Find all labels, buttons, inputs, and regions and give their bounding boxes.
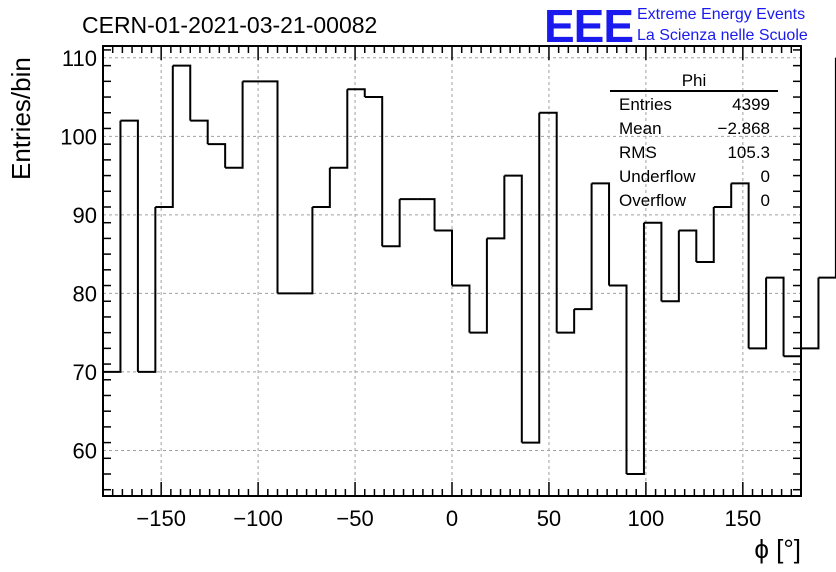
- x-tick-label: −100: [233, 506, 283, 531]
- stats-row-label: RMS: [619, 143, 657, 162]
- y-tick-label: 110: [62, 46, 97, 71]
- histogram-bin: [678, 229, 698, 262]
- stats-box: Phi Entries 4399 Mean −2.868 RMS 105.3 Underflo…: [610, 71, 778, 210]
- histogram-bin: [225, 81, 244, 169]
- x-axis-title: ϕ [°]: [754, 534, 801, 564]
- y-tick-label: 80: [73, 281, 97, 306]
- x-tick-label: −50: [336, 506, 373, 531]
- stats-box-name: Phi: [682, 71, 707, 90]
- stats-row-label: Overflow: [619, 191, 687, 210]
- histogram-bin: [155, 65, 174, 208]
- histogram-bin: [434, 229, 453, 286]
- x-tick-label: 50: [537, 506, 561, 531]
- logo-mark: EEE: [544, 0, 633, 52]
- histogram-bin: [661, 230, 680, 303]
- stats-row-value: 105.3: [727, 143, 770, 162]
- histogram-bin: [172, 64, 192, 121]
- histogram-bin: [364, 96, 384, 247]
- histogram-bin: [801, 277, 820, 350]
- y-axis-ticks: 60 70 80 90 100 110: [60, 46, 801, 491]
- histogram-bin: [137, 206, 157, 373]
- grid-lines: [103, 46, 801, 496]
- stats-row-value: 0: [761, 167, 770, 186]
- stats-row-label: Underflow: [619, 167, 696, 186]
- histogram-bin: [731, 182, 750, 349]
- histogram-bin: [591, 182, 611, 286]
- histogram-bin: [783, 348, 802, 358]
- histogram-bin: [504, 174, 523, 443]
- histogram-bin: [452, 284, 471, 333]
- histogram-bin: [486, 175, 506, 240]
- histogram-bin: [713, 183, 733, 208]
- y-tick-label: 90: [73, 203, 97, 228]
- histogram-bin: [190, 119, 209, 145]
- stats-row-value: −2.868: [718, 119, 770, 138]
- y-tick-label: 100: [60, 124, 97, 149]
- stats-row-label: Entries: [619, 95, 672, 114]
- histogram-bin: [417, 198, 436, 231]
- x-tick-label: 100: [628, 506, 665, 531]
- eee-logo: EEE Extreme Energy Events La Scienza nel…: [544, 0, 808, 52]
- logo-line-2: La Scienza nelle Scuole: [637, 27, 808, 44]
- histogram-bin: [643, 221, 663, 302]
- stats-row-label: Mean: [619, 119, 662, 138]
- histogram-bin: [120, 119, 139, 372]
- histogram-bin: [748, 277, 768, 350]
- histogram-bin: [329, 89, 349, 169]
- logo-line-1: Extreme Energy Events: [637, 6, 805, 23]
- histogram-bin: [382, 199, 401, 248]
- histogram-bin: [696, 206, 715, 263]
- histogram-bin: [766, 276, 785, 357]
- histogram-bin: [626, 222, 645, 476]
- x-axis-ticks: −150 −100 −50 0 50 100 150: [111, 46, 793, 531]
- histogram-bin: [609, 284, 628, 475]
- x-tick-label: 150: [724, 506, 761, 531]
- x-tick-label: −150: [136, 506, 186, 531]
- histogram-bin: [469, 238, 488, 334]
- histogram-bin: [574, 183, 593, 311]
- x-tick-label: 0: [446, 506, 458, 531]
- y-tick-label: 60: [73, 438, 97, 463]
- histogram-bin: [521, 112, 541, 444]
- stats-row-value: 0: [761, 191, 770, 210]
- stats-row-value: 4399: [732, 95, 770, 114]
- y-axis-title: Entries/bin: [6, 57, 36, 180]
- histogram-bin: [539, 111, 558, 333]
- histogram-bin: [347, 88, 366, 98]
- chart-title: CERN-01-2021-03-21-00082: [82, 12, 377, 38]
- histogram-bin: [294, 206, 314, 295]
- histogram-bin: [312, 167, 331, 208]
- histogram-bin: [260, 80, 279, 294]
- histogram-bin: [103, 120, 122, 373]
- y-tick-label: 70: [73, 360, 97, 385]
- histogram-bin: [207, 143, 227, 168]
- histogram-bins: [103, 56, 836, 476]
- histogram-bin: [818, 57, 836, 279]
- histogram-bin: [556, 309, 576, 334]
